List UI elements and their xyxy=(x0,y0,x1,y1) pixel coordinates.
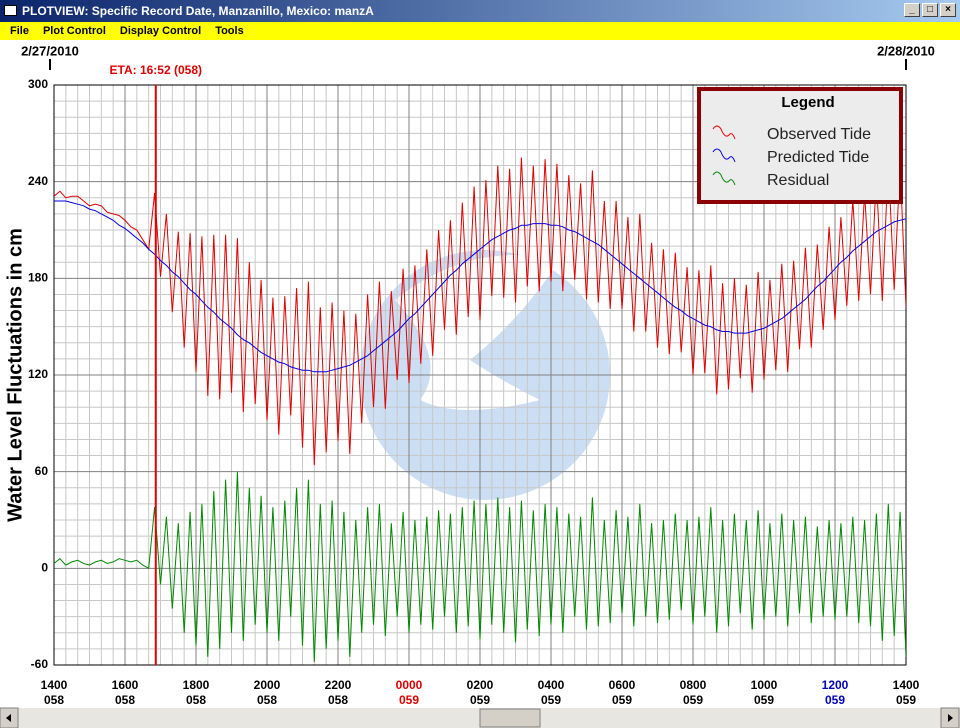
close-button[interactable]: × xyxy=(940,3,956,17)
y-tick-label: 120 xyxy=(28,367,48,381)
x-tick-day-label: 059 xyxy=(470,693,490,707)
x-tick-day-label: 059 xyxy=(683,693,703,707)
date-label: 2/28/2010 xyxy=(877,43,935,58)
x-tick-day-label: 059 xyxy=(399,693,419,707)
y-tick-label: 240 xyxy=(28,174,48,188)
x-tick-label: 0600 xyxy=(609,678,636,692)
legend-label: Predicted Tide xyxy=(767,149,869,166)
x-tick-label: 1800 xyxy=(183,678,210,692)
x-tick-day-label: 059 xyxy=(825,693,845,707)
x-tick-day-label: 058 xyxy=(257,693,277,707)
x-tick-day-label: 059 xyxy=(754,693,774,707)
x-tick-label: 1400 xyxy=(893,678,920,692)
legend-title: Legend xyxy=(781,94,834,111)
minimize-button[interactable]: _ xyxy=(904,3,920,17)
x-tick-day-label: 058 xyxy=(328,693,348,707)
x-tick-day-label: 058 xyxy=(115,693,135,707)
scroll-right-arrow xyxy=(948,714,953,722)
legend-box xyxy=(697,87,903,204)
x-tick-label: 1600 xyxy=(112,678,139,692)
title-bar: PLOTVIEW: Specific Record Date, Manzanil… xyxy=(0,0,960,22)
maximize-button[interactable]: □ xyxy=(922,3,938,17)
menu-item[interactable]: Tools xyxy=(215,25,244,37)
x-tick-label: 1200 xyxy=(822,678,849,692)
menu-item[interactable]: File xyxy=(10,25,29,37)
scroll-thumb[interactable] xyxy=(479,708,541,728)
x-tick-label: 2200 xyxy=(325,678,352,692)
plot-frame xyxy=(53,84,907,666)
window-buttons: _ □ × xyxy=(904,3,956,17)
series-line xyxy=(54,157,906,466)
window-title: PLOTVIEW: Specific Record Date, Manzanil… xyxy=(22,4,374,18)
y-tick-label: 60 xyxy=(35,464,49,478)
chart: -600601201802403001400058160005818000582… xyxy=(0,43,960,728)
legend-icon xyxy=(712,171,736,186)
watermark-bird xyxy=(395,255,560,410)
scroll-left-arrow xyxy=(6,714,11,722)
x-tick-label: 2000 xyxy=(254,678,281,692)
legend-icon xyxy=(712,148,736,163)
x-tick-day-label: 059 xyxy=(541,693,561,707)
eta-label: ETA: 16:52 (058) xyxy=(110,63,202,77)
y-axis-label: Water Level Fluctuations in cm xyxy=(4,228,26,522)
menu-bar: File Plot Control Display Control Tools xyxy=(0,22,960,40)
x-tick-day-label: 058 xyxy=(186,693,206,707)
window-icon xyxy=(4,5,17,16)
series-group xyxy=(54,157,906,662)
x-tick-day-label: 058 xyxy=(44,693,64,707)
x-tick-day-label: 059 xyxy=(612,693,632,707)
series-line xyxy=(54,471,906,662)
legend-label: Residual xyxy=(767,172,829,189)
x-tick-day-label: 059 xyxy=(896,693,916,707)
y-tick-label: -60 xyxy=(31,657,49,671)
x-tick-label: 0800 xyxy=(680,678,707,692)
x-tick-label: 1400 xyxy=(41,678,68,692)
y-tick-label: 0 xyxy=(41,561,48,575)
series-line xyxy=(54,200,906,373)
x-tick-label: 1000 xyxy=(751,678,778,692)
y-tick-label: 180 xyxy=(28,271,48,285)
menu-item[interactable]: Display Control xyxy=(119,25,202,37)
x-tick-label: 0400 xyxy=(538,678,565,692)
legend-label: Observed Tide xyxy=(767,126,871,143)
menu-item[interactable]: Plot Control xyxy=(42,25,106,37)
y-tick-label: 300 xyxy=(28,77,48,91)
legend-icon xyxy=(712,125,736,140)
x-tick-label: 0200 xyxy=(467,678,494,692)
date-label: 2/27/2010 xyxy=(21,43,79,58)
x-tick-label: 0000 xyxy=(396,678,423,692)
